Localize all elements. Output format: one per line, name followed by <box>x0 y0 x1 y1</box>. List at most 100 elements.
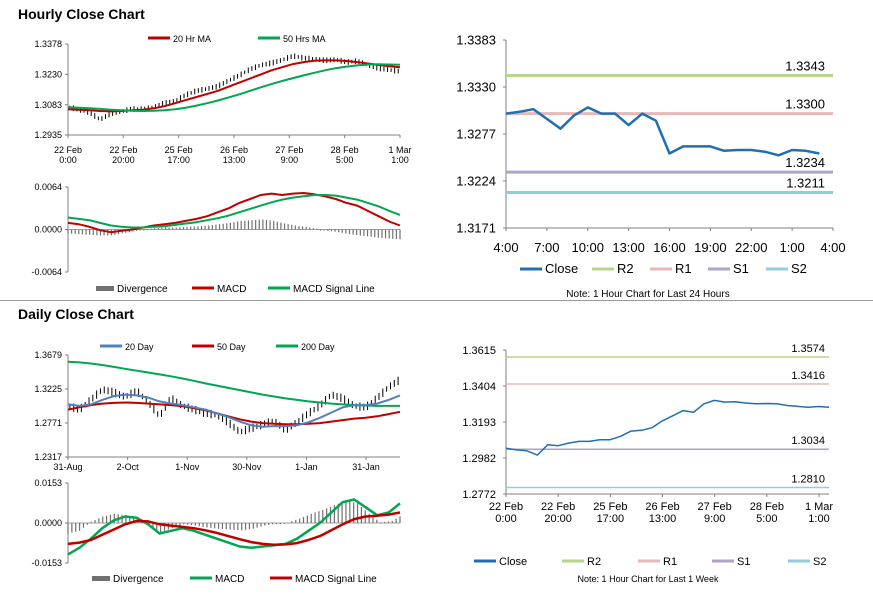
daily-divergence-bar <box>299 518 301 523</box>
hourly-divergence-bar <box>211 225 213 230</box>
hourly-divergence-bar <box>251 220 253 230</box>
daily-divergence-bar <box>279 523 281 524</box>
daily-divergence-bar <box>244 523 247 530</box>
daily-divergence-bar <box>206 523 208 528</box>
hourly-levels-x-tick-label: 19:00 <box>694 240 727 255</box>
hourly-divergence-bar <box>139 229 141 231</box>
daily-divergence-bar <box>310 513 312 523</box>
daily-divergence-bar <box>291 521 293 523</box>
hourly-level-r2-label: 1.3343 <box>785 58 825 73</box>
daily-levels-x-tick-label: 0:00 <box>495 513 516 525</box>
daily-levels-legend-s1-label: S1 <box>737 556 750 568</box>
daily-macd-line <box>67 498 401 556</box>
daily-divergence-bar <box>160 523 162 533</box>
daily-macd-y-tick-label: 0.0000 <box>34 518 62 528</box>
daily-divergence-bar <box>187 523 189 525</box>
hourly-divergence-bar <box>175 227 177 230</box>
hourly-divergence-bar <box>298 225 300 230</box>
daily-levels-x-tick-label: 5:00 <box>756 513 777 525</box>
daily-divergence-bar <box>260 523 262 527</box>
daily-divergence-bar <box>380 522 382 524</box>
hourly-price-x-tick-label: 20:00 <box>112 155 135 165</box>
daily-levels-x-tick-label: 20:00 <box>544 513 572 525</box>
daily-price-y-tick-label: 1.3679 <box>34 350 62 360</box>
hourly-divergence-bar <box>96 229 98 236</box>
hourly-ma50-line <box>67 63 401 112</box>
daily-levels-y-tick-label: 1.3615 <box>462 345 496 357</box>
daily-divergence-bar <box>183 523 185 525</box>
hourly-divergence-bar <box>301 226 304 230</box>
daily-divergence-bar <box>337 503 339 523</box>
daily-divergence-bar <box>90 521 92 523</box>
daily-levels-x-tick-label: 28 Feb <box>750 501 784 513</box>
daily-divergence-bar <box>368 513 370 523</box>
hourly-price-x-tick-label: 0:00 <box>59 155 77 165</box>
hourly-price-x-tick-label: 13:00 <box>223 155 246 165</box>
daily-ma200-line <box>67 360 400 407</box>
hourly-macd-line <box>67 192 401 234</box>
daily-divergence-bar <box>391 520 393 523</box>
hourly-divergence-bar <box>240 220 242 230</box>
hourly-divergence-bar <box>74 229 76 234</box>
daily-levels-x-tick-label: 22 Feb <box>489 501 523 513</box>
section-divider <box>0 300 873 301</box>
hourly-divergence-bar <box>258 219 260 230</box>
daily-levels-note: Note: 1 Hour Chart for Last 1 Week <box>578 574 719 584</box>
hourly-divergence-bar <box>226 223 228 230</box>
daily-price-y-tick-label: 1.3225 <box>34 384 62 394</box>
daily-levels-y-tick-label: 1.2772 <box>462 489 496 501</box>
hourly-levels-legend-s2-label: S2 <box>791 261 807 276</box>
daily-divergence-bar <box>152 523 154 528</box>
hourly-divergence-bar <box>186 226 188 230</box>
daily-divergence-bar <box>202 523 204 527</box>
hourly-divergence-bar <box>334 229 336 232</box>
daily-divergence-bar <box>322 509 324 523</box>
hourly-divergence-bar <box>323 229 325 231</box>
hourly-levels-y-tick-label: 1.3277 <box>456 127 496 142</box>
hourly-legend-divergence-swatch <box>96 286 114 291</box>
hourly-divergence-bar <box>154 228 156 230</box>
daily-divergence-bar <box>356 503 359 523</box>
hourly-divergence-bar <box>294 225 296 230</box>
hourly-levels-legend-close-label: Close <box>545 261 578 276</box>
hourly-divergence-bar <box>81 229 84 235</box>
hourly-divergence-bar <box>395 229 397 240</box>
hourly-price-y-tick-label: 1.3378 <box>34 39 62 49</box>
hourly-levels-y-tick-label: 1.3383 <box>456 33 496 48</box>
daily-divergence-bar <box>106 515 108 523</box>
hourly-divergence-bar <box>283 223 286 230</box>
daily-levels-x-tick-label: 17:00 <box>597 513 625 525</box>
hourly-levels-x-tick-label: 16:00 <box>653 240 686 255</box>
daily-legend-signal-label: MACD Signal Line <box>295 574 377 585</box>
hourly-price-x-tick-label: 25 Feb <box>165 145 193 155</box>
daily-price-x-tick-label: 2-Oct <box>117 462 140 472</box>
hourly-divergence-bar <box>381 229 383 239</box>
hourly-divergence-bar <box>161 227 163 230</box>
hourly-divergence-bar <box>71 229 73 234</box>
daily-divergence-bar <box>67 523 69 534</box>
daily-price-y-tick-label: 1.2771 <box>34 418 62 428</box>
daily-levels-x-tick-label: 26 Feb <box>645 501 679 513</box>
daily-divergence-bar <box>221 523 224 530</box>
daily-divergence-bar <box>256 523 258 528</box>
hourly-divergence-bar <box>78 229 80 235</box>
hourly-price-x-tick-label: 28 Feb <box>331 145 359 155</box>
daily-legend-50day-label: 50 Day <box>217 342 246 352</box>
hourly-legend-signal-label: MACD Signal Line <box>293 284 375 295</box>
daily-divergence-bar <box>71 523 73 533</box>
daily-divergence-bar <box>333 505 335 523</box>
hourly-levels-legend-r1-label: R1 <box>675 261 692 276</box>
daily-legend-macd-label: MACD <box>215 574 244 585</box>
hourly-divergence-bar <box>399 229 401 240</box>
hourly-divergence-bar <box>280 222 282 230</box>
daily-legend-divergence-label: Divergence <box>113 574 164 585</box>
daily-divergence-bar <box>214 523 216 529</box>
hourly-ma20-line <box>67 59 401 113</box>
daily-divergence-bar <box>383 521 386 523</box>
hourly-price-y-tick-label: 1.3230 <box>34 69 62 79</box>
daily-divergence-bar <box>306 515 308 523</box>
daily-levels-x-tick-label: 25 Feb <box>593 501 627 513</box>
daily-divergence-bar <box>376 519 378 523</box>
daily-divergence-bar <box>129 516 131 523</box>
daily-divergence-bar <box>295 519 297 523</box>
